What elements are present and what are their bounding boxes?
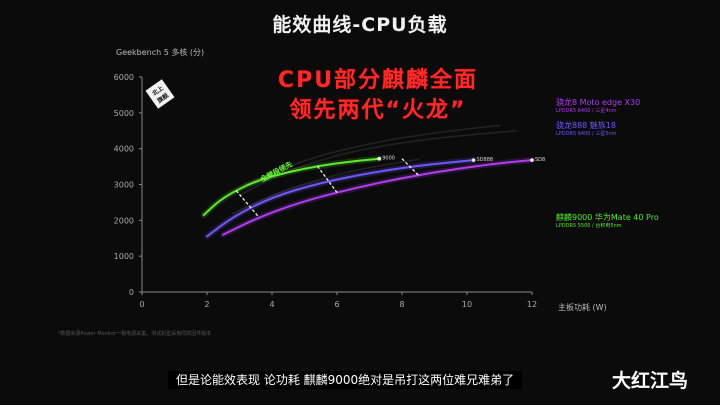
y-tick-label: 1000	[114, 252, 134, 261]
legend-item	[556, 167, 706, 190]
y-tick-label: 5000	[114, 109, 134, 118]
faded-series-line	[238, 130, 517, 196]
y-axis-label: Geekbench 5 多核 (分)	[116, 47, 204, 57]
x-tick-label: 8	[399, 300, 404, 309]
faded-series-line	[232, 158, 419, 214]
legend-item	[556, 259, 706, 282]
headline: CPU部分麒麟全面 领先两代“火龙”	[248, 66, 508, 126]
legend-item-subtitle: LPDDR5 6400 / 三星4nm	[556, 108, 617, 114]
gap-arrow	[317, 165, 338, 193]
legend-item-subtitle: LPDDR5 6400 / 三星5nm	[556, 131, 617, 137]
legend-item	[556, 75, 706, 98]
x-tick-label: 2	[204, 300, 209, 309]
series-end-label: SD8	[535, 157, 545, 163]
page-title: 能效曲线-CPU负载	[272, 14, 448, 36]
legend-item-subtitle: LPDDR5 5500 / 台积电5nm	[556, 223, 622, 229]
series-line	[222, 159, 533, 236]
legend-item	[556, 190, 706, 213]
legend-item	[556, 282, 706, 305]
series-end-point	[377, 156, 382, 161]
legend-item	[556, 52, 706, 75]
gap-arrow	[235, 190, 260, 218]
y-tick-label: 6000	[114, 73, 134, 82]
series-end-label: SD888	[477, 157, 494, 163]
series-end-point	[471, 158, 476, 162]
x-tick-label: 0	[139, 300, 144, 309]
series-end-label: 9000	[382, 156, 395, 162]
legend-item-title: 骁龙888 魅族18	[556, 121, 616, 130]
legend-item	[556, 236, 706, 259]
headline-line-2: 领先两代“火龙”	[289, 98, 467, 123]
x-axis-label: 主板功耗 (W)	[558, 302, 607, 312]
legend-item-title: 麒麟9000 华为Mate 40 Pro	[556, 213, 659, 222]
x-tick-label: 12	[527, 300, 537, 309]
faded-series-line	[245, 124, 501, 186]
legend-item: 骁龙888 魅族18 LPDDR5 6400 / 三星5nm	[556, 121, 706, 144]
headline-line-1: CPU部分麒麟全面	[277, 68, 479, 93]
y-tick-label: 2000	[114, 216, 134, 225]
y-tick-label: 4000	[114, 145, 134, 154]
chart-legend: 骁龙8 Moto edge X30 LPDDR5 6400 / 三星4nm 骁龙88…	[556, 52, 706, 305]
legend-item-title: 骁龙8 Moto edge X30	[556, 98, 641, 107]
flagship-badge: 北上 旗舰	[145, 79, 175, 109]
channel-watermark: 大红江鸟	[612, 370, 689, 392]
video-subtitle: 但是论能效表现 论功耗 麒麟9000绝对是吊打这两位难兄难弟了	[168, 371, 523, 389]
x-tick-label: 10	[462, 300, 472, 309]
x-tick-label: 4	[269, 300, 274, 309]
legend-item: 麒麟9000 华为Mate 40 Pro LPDDR5 5500 / 台积电5nm	[556, 213, 706, 236]
legend-item	[556, 144, 706, 167]
gap-arrow	[401, 158, 419, 176]
series-end-point	[530, 158, 534, 162]
footnote: *数据来源Power Monitor一致电源采集，测试机型采用同款固件版本	[58, 331, 212, 337]
y-tick-label: 0	[129, 288, 134, 297]
x-tick-label: 6	[334, 300, 339, 309]
series-line	[206, 159, 475, 238]
series-line	[202, 157, 381, 216]
y-tick-label: 3000	[114, 181, 134, 190]
legend-item: 骁龙8 Moto edge X30 LPDDR5 6400 / 三星4nm	[556, 98, 706, 121]
